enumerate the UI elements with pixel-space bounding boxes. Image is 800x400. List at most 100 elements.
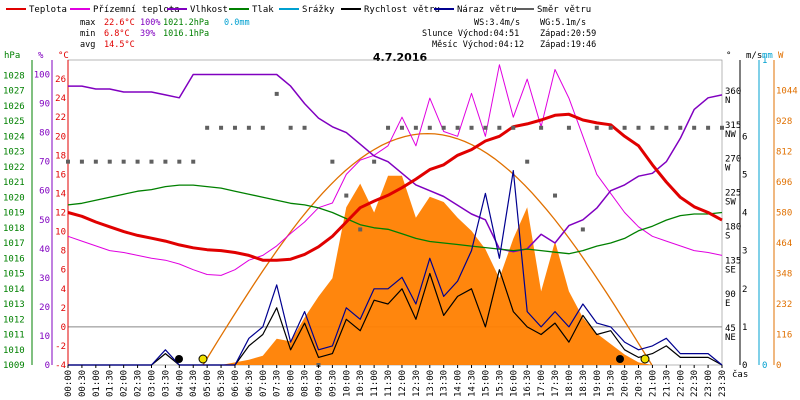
wind-dir-point bbox=[149, 159, 154, 164]
wm2-tick: 580 bbox=[776, 209, 792, 219]
degc-tick: 12 bbox=[55, 209, 66, 219]
wind-dir-point bbox=[260, 125, 265, 130]
x-tick-label: 00:00 bbox=[64, 370, 74, 397]
ms-tick: 1 bbox=[742, 323, 747, 333]
series-n-raz-v-tru bbox=[68, 170, 723, 366]
wind-dir-point bbox=[177, 159, 182, 164]
axis-titles: hPa % °C ° m/s mm W čas bbox=[4, 51, 784, 380]
deg-axis-title: ° bbox=[726, 51, 731, 61]
wind-dir-point bbox=[219, 125, 224, 130]
pct-axis-title: % bbox=[38, 51, 44, 61]
chart-legend: Teplota Přízemní teplota Vlhkost Tlak Srážky… bbox=[6, 5, 591, 15]
wind-dir-point bbox=[274, 91, 279, 96]
dir-label: W bbox=[725, 164, 731, 174]
wm2-tick: 232 bbox=[776, 300, 792, 310]
x-tick-label: 08:30 bbox=[301, 370, 311, 397]
ms-tick: 2 bbox=[742, 285, 747, 295]
x-tick-label: 02:00 bbox=[120, 370, 130, 397]
x-tick-label: 17:30 bbox=[551, 370, 561, 397]
ms-tick: 6 bbox=[742, 132, 747, 142]
pct-tick: 10 bbox=[39, 332, 50, 342]
avg-temp: 14.5°C bbox=[104, 40, 135, 50]
wm2-tick: 1044 bbox=[776, 87, 798, 97]
x-tick-label: 04:30 bbox=[189, 370, 199, 397]
wind-dir-point bbox=[636, 125, 641, 130]
sun-moon-markers bbox=[175, 354, 650, 364]
time-axis: 00:00 00:30 01:00 01:30 02:00 02:30 03:00 03:30… bbox=[64, 365, 728, 397]
wind-dir-point bbox=[664, 125, 669, 130]
pct-tick: 40 bbox=[39, 245, 50, 255]
sunrise-readout: Slunce Východ:04:51 bbox=[422, 29, 519, 39]
wind-dir-point bbox=[622, 125, 627, 130]
degc-tick: 24 bbox=[55, 94, 66, 104]
x-tick-label: 00:30 bbox=[78, 370, 88, 397]
wind-dir-point bbox=[525, 159, 530, 164]
wm2-axis-title: W bbox=[778, 51, 784, 61]
wind-dir-point bbox=[330, 159, 335, 164]
degc-tick: 18 bbox=[55, 151, 66, 161]
degc-tick: 6 bbox=[61, 266, 66, 276]
x-tick-label: 10:00 bbox=[342, 370, 352, 397]
ms-tick: 4 bbox=[742, 209, 747, 219]
line-series bbox=[67, 64, 723, 366]
stats-block: max 22.6°C 100% 1021.2hPa 0.0mm min 6.8°… bbox=[80, 18, 596, 50]
x-tick-label: 19:00 bbox=[593, 370, 603, 397]
x-tick-label: 13:30 bbox=[440, 370, 450, 397]
pct-tick: 50 bbox=[39, 216, 50, 226]
dir-label: S bbox=[725, 231, 730, 241]
x-tick-label: 19:30 bbox=[607, 370, 617, 397]
pct-tick: 80 bbox=[39, 129, 50, 139]
x-tick-label: 18:30 bbox=[579, 370, 589, 397]
hpa-tick: 1024 bbox=[3, 132, 25, 142]
moonset-marker bbox=[616, 355, 624, 363]
legend-label-1: Přízemní teplota bbox=[93, 5, 180, 15]
x-tick-label: 12:00 bbox=[398, 370, 408, 397]
wind-dir-point bbox=[566, 125, 571, 130]
degc-tick: 2 bbox=[61, 304, 66, 314]
dir-label: NE bbox=[725, 333, 736, 343]
hpa-tick: 1022 bbox=[3, 163, 25, 173]
sunrise-marker bbox=[198, 354, 208, 364]
legend-label-0: Teplota bbox=[29, 5, 67, 15]
wm2-tick: 464 bbox=[776, 239, 792, 249]
x-tick-label: 21:30 bbox=[662, 370, 672, 397]
x-tick-label: 03:30 bbox=[161, 370, 171, 397]
hpa-tick: 1009 bbox=[3, 361, 25, 371]
x-tick-label: 20:00 bbox=[621, 370, 631, 397]
hpa-tick: 1026 bbox=[3, 102, 25, 112]
sunset-marker bbox=[640, 354, 650, 364]
x-tick-label: 21:00 bbox=[648, 370, 658, 397]
wind-dir-point bbox=[706, 125, 711, 130]
x-tick-label: 09:30 bbox=[328, 370, 338, 397]
wind-dir-point bbox=[650, 125, 655, 130]
wm2-tick: 116 bbox=[776, 331, 792, 341]
hpa-tick: 1017 bbox=[3, 239, 25, 249]
hpa-tick: 1019 bbox=[3, 209, 25, 219]
degc-tick: -2 bbox=[55, 342, 66, 352]
pct-tick: 70 bbox=[39, 158, 50, 168]
x-tick-label: 23:30 bbox=[718, 370, 728, 397]
max-press: 1021.2hPa bbox=[163, 18, 209, 28]
pct-tick: 0 bbox=[45, 361, 50, 371]
x-tick-label: 06:30 bbox=[245, 370, 255, 397]
wind-dir-point bbox=[594, 125, 599, 130]
x-tick-label: 05:00 bbox=[203, 370, 213, 397]
dir-tick: 45 bbox=[725, 324, 736, 334]
avg-label: avg bbox=[80, 40, 95, 50]
hpa-tick: 1010 bbox=[3, 346, 25, 356]
solar-clear-sky-curve bbox=[202, 132, 653, 366]
wind-dir-point bbox=[288, 125, 293, 130]
degc-tick: 26 bbox=[55, 75, 66, 85]
wind-dir-point bbox=[469, 125, 474, 130]
x-tick-label: 18:00 bbox=[565, 370, 575, 397]
wind-dir-point bbox=[191, 159, 196, 164]
wind-dir-point bbox=[205, 125, 210, 130]
max-rain: 0.0mm bbox=[224, 18, 250, 28]
hpa-tick: 1014 bbox=[3, 285, 25, 295]
max-temp: 22.6°C bbox=[104, 18, 135, 28]
dir-tick: 180 bbox=[725, 222, 741, 232]
dir-tick: 315 bbox=[725, 121, 741, 131]
hpa-tick: 1021 bbox=[3, 178, 25, 188]
degc-tick: 20 bbox=[55, 132, 66, 142]
